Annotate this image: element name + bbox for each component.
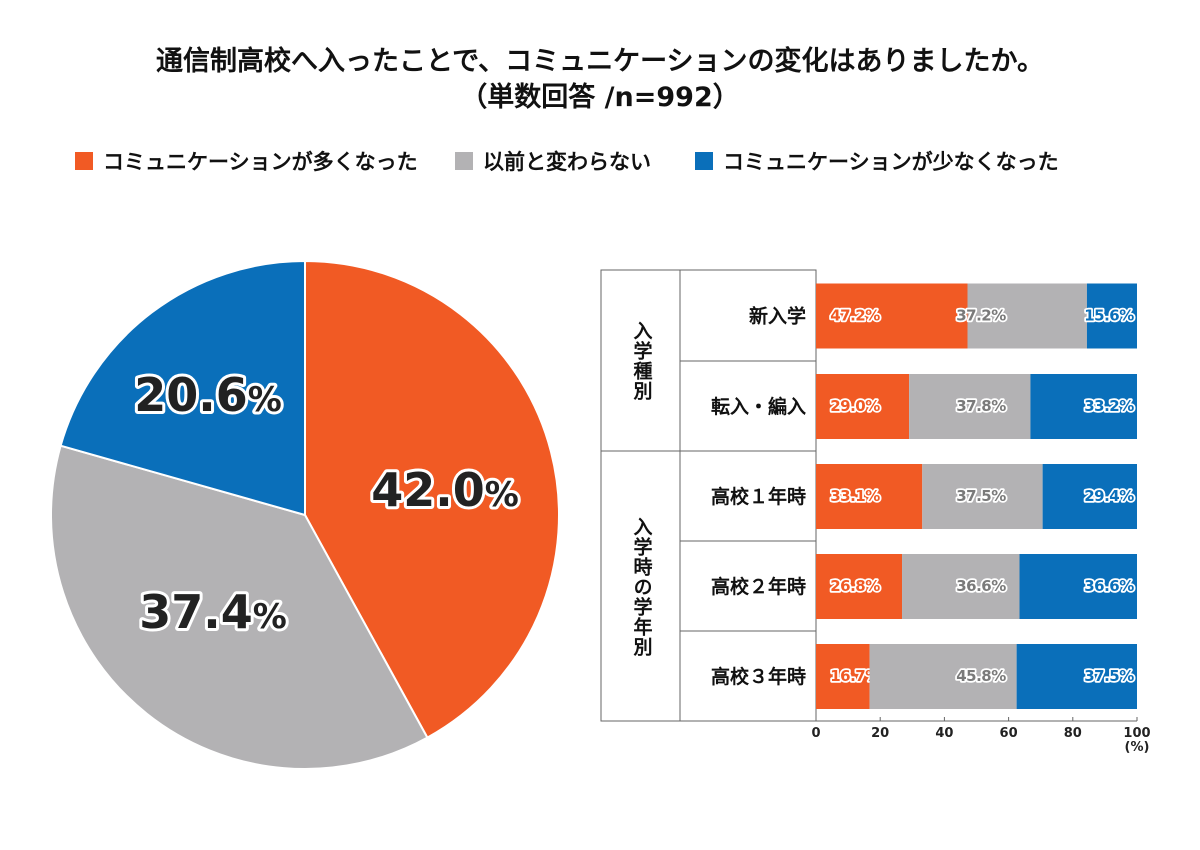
x-tick-label: 100	[1123, 726, 1150, 741]
legend-label: 以前と変わらない	[483, 150, 651, 174]
x-axis-unit: (%)	[1125, 740, 1150, 755]
bar-segment	[922, 464, 1043, 529]
bar-segment	[816, 283, 968, 349]
bar-segment	[1016, 644, 1137, 709]
group-cell-admission-type: 入学種別	[602, 271, 680, 451]
bar-value-label: 26.8%	[830, 577, 880, 595]
x-tick-label: 60	[1000, 726, 1018, 741]
pie-slice-label: 42.0%	[371, 463, 519, 517]
bar-value-label: 37.2%	[956, 307, 1006, 325]
legend-swatch	[455, 152, 473, 170]
row-label: 新入学	[749, 305, 806, 328]
group-cell-grade-at-entry: 入学時の学年別	[602, 452, 680, 721]
pie-chart: 42.0% 37.4% 20.6%	[50, 259, 560, 770]
bar-segment	[909, 374, 1031, 439]
bar-segment	[902, 554, 1020, 619]
bar-value-label: 37.8%	[956, 397, 1006, 415]
bar-value-label: 37.5%	[1084, 667, 1134, 685]
x-tick-label: 80	[1064, 726, 1082, 741]
bar-value-label: 45.8%	[956, 667, 1006, 685]
group-label: 入学時の学年別	[630, 516, 653, 657]
chart-title: 通信制高校へ入ったことで、コミュニケーションの変化はありましたか。	[156, 45, 1044, 77]
bar-value-label: 36.6%	[956, 577, 1006, 595]
bar-value-label: 29.4%	[1084, 487, 1134, 505]
bar-value-label: 29.0%	[830, 397, 880, 415]
pie-slice-label: 37.4%	[139, 585, 287, 639]
legend: コミュニケーションが多くなった 以前と変わらない コミュニケーションが少なくなった	[75, 150, 1059, 174]
pie-slice	[50, 444, 429, 770]
chart-subtitle: （単数回答 /n=992）	[460, 81, 739, 113]
row-label: 高校２年時	[711, 575, 806, 598]
bar-segment	[869, 644, 1017, 709]
x-tick-label: 0	[811, 726, 820, 741]
pie-slice	[304, 259, 560, 739]
bar-segment	[1086, 283, 1137, 349]
legend-label: コミュニケーションが多くなった	[103, 150, 418, 174]
group-label: 入学種別	[630, 321, 653, 401]
row-label: 高校３年時	[711, 665, 806, 688]
pie-slice	[59, 259, 306, 517]
legend-swatch	[75, 152, 93, 170]
legend-swatch	[695, 152, 713, 170]
bar-value-label: 47.2%	[830, 307, 880, 325]
bar-segment	[816, 464, 923, 529]
x-tick-label: 40	[935, 726, 953, 741]
bar-segment	[967, 283, 1087, 349]
row-label: 高校１年時	[711, 485, 806, 508]
bar-value-label: 37.5%	[956, 487, 1006, 505]
stacked-bar-chart: 47.2% 37.2% 15.6% 29.0% 37.8% 33.2% 33.1% 37.5%…	[816, 283, 1137, 709]
legend-label: コミュニケーションが少なくなった	[723, 150, 1059, 174]
bar-segment	[1042, 464, 1137, 529]
bar-value-label: 16.7%	[830, 667, 880, 685]
bar-segment	[1030, 374, 1137, 439]
bar-segment	[1019, 554, 1137, 619]
bar-value-label: 33.1%	[830, 487, 880, 505]
bar-value-label: 15.6%	[1084, 307, 1134, 325]
x-tick-label: 20	[871, 726, 889, 741]
bar-value-label: 36.6%	[1084, 577, 1134, 595]
bar-segment	[816, 644, 870, 709]
x-axis: 0 20 40 60 80 100(%)	[811, 717, 1151, 755]
bar-value-label: 33.2%	[1084, 397, 1134, 415]
bar-segment	[816, 374, 910, 439]
row-label: 転入・編入	[711, 395, 806, 418]
pie-slice-label: 20.6%	[134, 368, 282, 422]
bar-segment	[816, 554, 903, 619]
